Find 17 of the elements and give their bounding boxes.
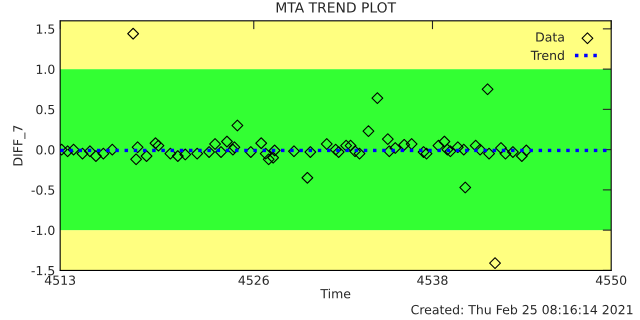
y-tick-label: -1.5 — [32, 266, 54, 276]
y-tick-label: 1.0 — [36, 64, 54, 74]
x-axis-title: Time — [320, 288, 350, 298]
legend-label: Data — [536, 32, 564, 42]
y-tick-label: 0.5 — [36, 104, 54, 114]
chart-title: MTA TREND PLOT — [276, 2, 396, 13]
x-tick-label: 4526 — [238, 275, 269, 285]
legend-label: Trend — [530, 50, 564, 60]
y-tick-label: -1.0 — [32, 226, 54, 236]
y-tick-label: 1.5 — [36, 24, 54, 34]
x-tick-label: 4513 — [44, 275, 76, 285]
y-tick-label: 0.0 — [36, 145, 54, 155]
y-tick-label: -0.5 — [32, 185, 54, 195]
x-tick-label: 4550 — [596, 275, 626, 285]
x-tick-label: 4538 — [417, 275, 448, 285]
y-axis-title: DIFF_7 — [13, 126, 26, 166]
text: Created: Thu Feb 25 08:16:14 2021 — [411, 304, 632, 314]
